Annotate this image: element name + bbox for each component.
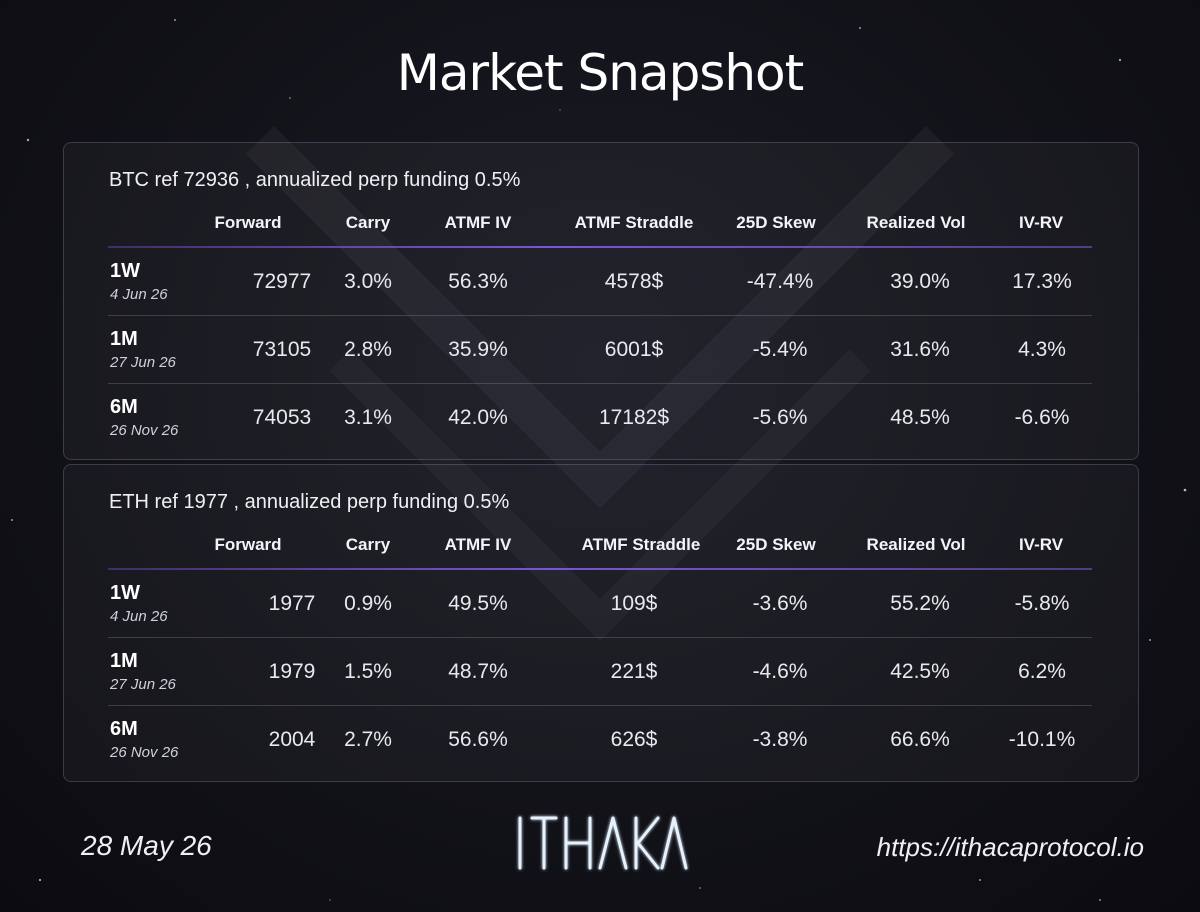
atmf-iv-value: 56.3% [448,270,508,293]
col-header-iv-rv: IV-RV [1018,535,1064,554]
header-divider [108,568,1092,570]
realized-vol-value: 42.5% [890,660,950,683]
table-row: 1W 4 Jun 26 1977 0.9% 49.5% 109$ -3.6% 5… [108,570,1092,638]
btc-panel-heading: BTC ref 72936 , annualized perp funding … [109,169,521,191]
forward-value: 73105 [252,338,312,361]
tenor-label: 1M [110,328,138,350]
realized-vol-value: 31.6% [890,338,950,361]
header-divider [108,246,1092,248]
col-header-realized-vol: Realized Vol [866,535,966,554]
row-divider [108,637,1092,638]
col-header-carry: Carry [345,213,391,232]
expiry-date: 4 Jun 26 [110,608,168,625]
straddle-value: 4578$ [604,270,664,293]
straddle-value: 6001$ [604,338,664,361]
tenor-label: 1M [110,650,138,672]
atmf-iv-value: 35.9% [448,338,508,361]
iv-rv-value: 17.3% [1012,270,1072,293]
row-divider [108,705,1092,706]
expiry-date: 26 Nov 26 [110,744,179,761]
iv-rv-value: -5.8% [1014,592,1070,615]
col-header-25d-skew: 25D Skew [736,535,816,554]
atmf-iv-value: 56.6% [448,728,508,751]
col-header-carry: Carry [345,535,391,554]
col-header-atmf-straddle: ATMF Straddle [574,213,694,232]
carry-value: 2.8% [344,338,392,361]
table-row: 6M 26 Nov 26 74053 3.1% 42.0% 17182$ -5.… [108,384,1092,452]
carry-value: 3.1% [344,406,392,429]
expiry-date: 27 Jun 26 [110,676,176,693]
straddle-value: 109$ [610,592,658,615]
row-divider [108,383,1092,384]
straddle-value: 626$ [610,728,658,751]
carry-value: 0.9% [344,592,392,615]
col-header-25d-skew: 25D Skew [736,213,816,232]
snapshot-date: 28 May 26 [81,830,212,861]
col-header-atmf-iv: ATMF IV [444,213,512,232]
expiry-date: 26 Nov 26 [110,422,179,439]
forward-value: 2004 [268,728,316,751]
realized-vol-value: 55.2% [890,592,950,615]
website-link[interactable]: https://ithacaprotocol.io [876,832,1144,862]
carry-value: 3.0% [344,270,392,293]
col-header-forward: Forward [214,213,282,232]
straddle-value: 221$ [610,660,658,683]
forward-value: 72977 [252,270,312,293]
eth-panel-heading: ETH ref 1977 , annualized perp funding 0… [109,491,510,513]
atmf-iv-value: 42.0% [448,406,508,429]
skew-value: -3.6% [752,592,808,615]
skew-value: -5.4% [752,338,808,361]
straddle-value: 17182$ [598,406,670,429]
col-header-realized-vol: Realized Vol [866,213,966,232]
skew-value: -5.6% [752,406,808,429]
btc-panel: BTC ref 72936 , annualized perp funding … [63,142,1139,460]
table-row: 1W 4 Jun 26 72977 3.0% 56.3% 4578$ -47.4… [108,248,1092,316]
iv-rv-value: -10.1% [1008,728,1076,751]
col-header-forward: Forward [214,535,282,554]
page-title: Market Snapshot [396,44,805,102]
atmf-iv-value: 48.7% [448,660,508,683]
skew-value: -4.6% [752,660,808,683]
table-row: 6M 26 Nov 26 2004 2.7% 56.6% 626$ -3.8% … [108,706,1092,774]
realized-vol-value: 39.0% [890,270,950,293]
tenor-label: 1W [110,582,140,604]
col-header-atmf-straddle: ATMF Straddle [581,535,701,554]
carry-value: 2.7% [344,728,392,751]
tenor-label: 1W [110,260,140,282]
ithaka-logo [518,816,688,870]
expiry-date: 4 Jun 26 [110,286,168,303]
iv-rv-value: -6.6% [1014,406,1070,429]
eth-panel: ETH ref 1977 , annualized perp funding 0… [63,464,1139,782]
table-row: 1M 27 Jun 26 1979 1.5% 48.7% 221$ -4.6% … [108,638,1092,706]
expiry-date: 27 Jun 26 [110,354,176,371]
col-header-iv-rv: IV-RV [1018,213,1064,232]
row-divider [108,315,1092,316]
col-header-atmf-iv: ATMF IV [444,535,512,554]
skew-value: -3.8% [752,728,808,751]
realized-vol-value: 48.5% [890,406,950,429]
forward-value: 1979 [268,660,316,683]
forward-value: 74053 [252,406,312,429]
iv-rv-value: 4.3% [1018,338,1066,361]
table-row: 1M 27 Jun 26 73105 2.8% 35.9% 6001$ -5.4… [108,316,1092,384]
atmf-iv-value: 49.5% [448,592,508,615]
skew-value: -47.4% [746,270,814,293]
tenor-label: 6M [110,718,138,740]
carry-value: 1.5% [344,660,392,683]
forward-value: 1977 [268,592,316,615]
tenor-label: 6M [110,396,138,418]
realized-vol-value: 66.6% [890,728,950,751]
iv-rv-value: 6.2% [1018,660,1066,683]
